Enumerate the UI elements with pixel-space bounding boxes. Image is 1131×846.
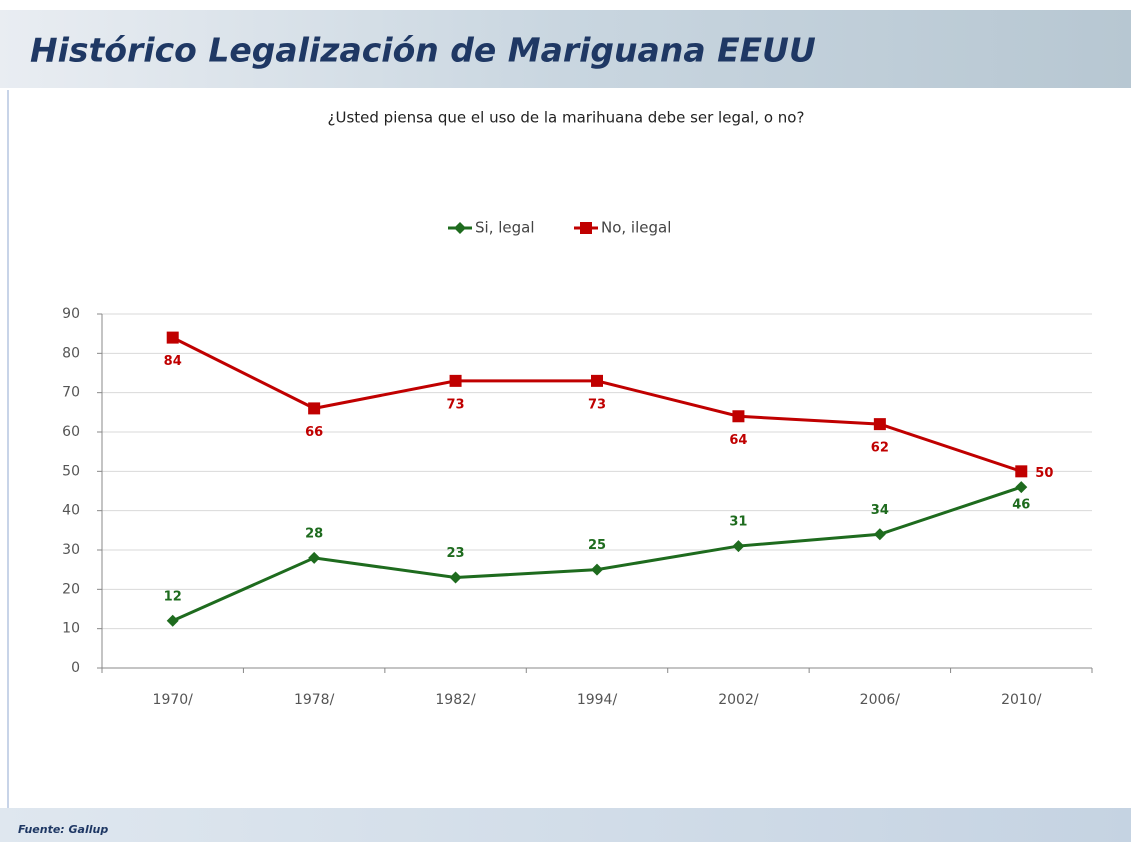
plot: 0 10 20 30 40 50 60 70 80 90 1970/1978/1982/1994/2… — [62, 219, 1093, 708]
data-label: 31 — [729, 515, 747, 530]
y-tick-label: 90 — [62, 306, 80, 322]
y-tick-label: 60 — [62, 424, 80, 440]
data-label: 46 — [1012, 498, 1030, 513]
x-tick-label: 2010/ — [1001, 692, 1042, 708]
x-tick-label: 2002/ — [718, 692, 759, 708]
data-label: 50 — [1035, 466, 1053, 481]
data-label: 64 — [729, 433, 747, 448]
data-point — [166, 614, 179, 627]
y-tick-label: 80 — [62, 345, 80, 361]
data-point — [591, 563, 603, 576]
data-point — [308, 551, 321, 564]
x-tick-label: 1970/ — [153, 692, 194, 708]
legend-label: No, ilegal — [601, 219, 671, 237]
header-band — [0, 10, 1131, 88]
data-point — [449, 374, 462, 387]
chart-subtitle: ¿Usted piensa que el uso de la marihuana… — [328, 109, 805, 127]
x-tick-label: 1978/ — [294, 692, 335, 708]
data-label: 84 — [164, 354, 182, 369]
data-label: 62 — [871, 441, 889, 456]
data-point — [732, 410, 745, 423]
data-point — [449, 571, 462, 584]
y-tick-label: 20 — [62, 581, 80, 597]
source-note: Fuente: Gallup — [18, 823, 108, 836]
legend-marker — [454, 222, 466, 234]
legend-label: Si, legal — [475, 219, 535, 237]
x-tick-label: 1994/ — [577, 692, 618, 708]
data-point — [1015, 481, 1028, 494]
data-point — [1015, 465, 1028, 478]
y-tick-label: 10 — [62, 621, 80, 637]
slide-title: Histórico Legalización de Mariguana EEUU — [30, 31, 816, 70]
data-point — [166, 331, 179, 344]
data-point — [732, 540, 745, 553]
y-tick-label: 50 — [62, 463, 80, 479]
footer-band — [0, 808, 1131, 842]
y-tick-label: 70 — [62, 385, 80, 401]
data-point — [873, 418, 886, 431]
data-label: 66 — [305, 425, 323, 440]
data-point — [308, 402, 321, 415]
data-label: 34 — [871, 503, 889, 518]
data-label: 25 — [588, 538, 606, 553]
data-point — [591, 374, 603, 387]
data-label: 12 — [164, 589, 182, 604]
data-label: 28 — [305, 526, 323, 541]
x-tick-label: 2006/ — [860, 692, 901, 708]
data-label: 73 — [447, 397, 465, 412]
data-label: 73 — [588, 397, 606, 412]
y-tick-label: 30 — [62, 542, 80, 558]
data-point — [873, 528, 886, 541]
data-label: 23 — [447, 546, 465, 561]
x-tick-label: 1982/ — [435, 692, 476, 708]
y-tick-label: 0 — [71, 660, 80, 676]
legend-marker — [580, 222, 592, 234]
y-tick-label: 40 — [62, 503, 80, 519]
